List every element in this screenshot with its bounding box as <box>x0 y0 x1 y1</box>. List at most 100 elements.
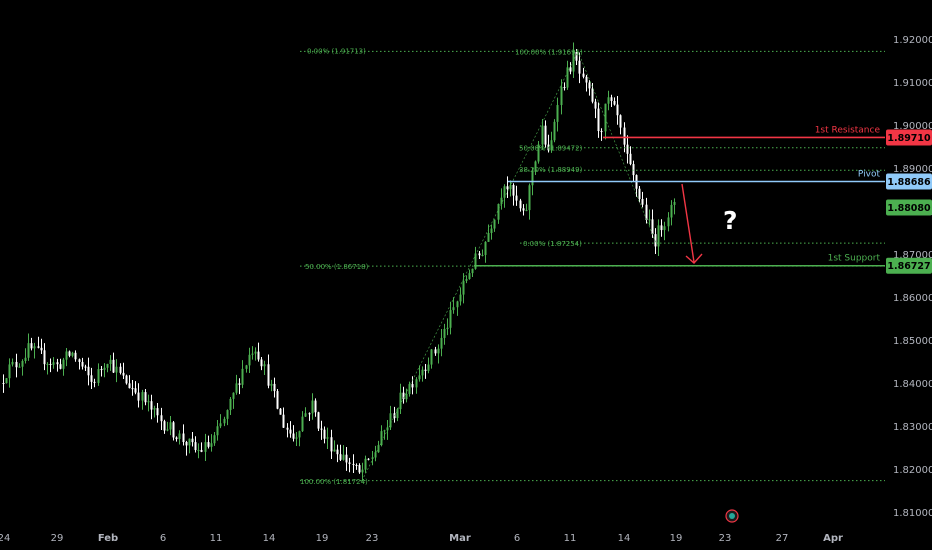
candle-body <box>465 279 468 281</box>
y-tick-label: 1.86000 <box>893 293 932 304</box>
y-tick-label: 1.91000 <box>893 78 932 89</box>
candle-body <box>456 301 459 308</box>
arrow-head <box>685 253 703 264</box>
x-tick-label: 6 <box>160 533 166 544</box>
candle-body <box>232 392 235 399</box>
candle-body <box>632 164 635 176</box>
candle-body <box>200 449 203 452</box>
candle-body <box>131 388 134 390</box>
candle-body <box>59 364 62 369</box>
candle-body <box>484 241 487 255</box>
candle-body <box>641 199 644 205</box>
x-tick-label: Apr <box>823 533 843 544</box>
candle-body <box>27 343 30 358</box>
level-label: 1st Resistance <box>815 125 881 135</box>
candle-body <box>493 219 496 229</box>
x-tick-label: Mar <box>449 533 471 544</box>
x-tick-label: 23 <box>366 533 379 544</box>
candle-body <box>8 364 11 379</box>
candle-body <box>481 254 484 256</box>
y-tick-label: 1.85000 <box>893 336 932 347</box>
candle-body <box>103 367 106 370</box>
candle-body <box>352 463 355 466</box>
candle-body <box>33 346 36 349</box>
candle-body <box>18 366 21 368</box>
fib-label: 50.00% (1.89472) <box>519 145 583 153</box>
candle-body <box>361 469 364 473</box>
candle-body <box>424 369 427 371</box>
candle-body <box>386 427 389 431</box>
candle-body <box>273 383 276 392</box>
candle-body <box>355 465 358 467</box>
candle-body <box>616 104 619 116</box>
candle-body <box>468 273 471 280</box>
candle-body <box>141 392 144 401</box>
candle-body <box>15 361 18 368</box>
candle-body <box>471 268 474 274</box>
candle-body <box>651 219 654 235</box>
candle-body <box>270 383 273 386</box>
x-tick-label: Feb <box>98 533 118 544</box>
candle-body <box>348 462 351 464</box>
candle-body <box>487 232 490 242</box>
candle-body <box>600 131 603 133</box>
candle-body <box>100 369 103 371</box>
candle-body <box>336 449 339 455</box>
candle-body <box>326 437 329 439</box>
candle-body <box>389 413 392 428</box>
candle-body <box>657 225 660 247</box>
candle-body <box>509 185 512 190</box>
x-tick-label: 14 <box>263 533 276 544</box>
candle-body <box>402 392 405 400</box>
candle-body <box>185 441 188 446</box>
candle-body <box>46 363 49 365</box>
candle-body <box>569 67 572 72</box>
candle-body <box>434 349 437 354</box>
candle-body <box>2 383 5 384</box>
candle-body <box>166 429 169 431</box>
candle-body <box>213 435 216 444</box>
candle-body <box>128 383 131 389</box>
candle-body <box>380 431 383 446</box>
fib-label: 0.00% (1.91713) <box>307 47 366 55</box>
candle-body <box>506 186 509 190</box>
candle-body <box>119 366 122 373</box>
candle-body <box>440 337 443 349</box>
candle-body <box>150 401 153 410</box>
level-label: Pivot <box>858 170 881 180</box>
candle-body <box>65 351 68 360</box>
candle-body <box>591 88 594 102</box>
candle-body <box>323 429 326 439</box>
candle-body <box>317 412 320 429</box>
candle-body <box>216 426 219 436</box>
candle-body <box>544 125 547 145</box>
candle-body <box>339 454 342 460</box>
price-badge-label: 1.88080 <box>887 203 931 214</box>
candle-body <box>37 346 40 348</box>
candle-body <box>87 366 90 376</box>
candle-body <box>197 449 200 451</box>
candle-body <box>497 203 500 220</box>
candle-body <box>21 360 24 367</box>
candle-body <box>623 127 626 145</box>
candle-body <box>528 185 531 211</box>
candle-body <box>245 365 248 369</box>
candle-body <box>673 202 676 205</box>
candle-body <box>515 195 518 201</box>
y-tick-label: 1.83000 <box>893 422 932 433</box>
price-badge <box>886 199 932 216</box>
candle-body <box>172 422 175 438</box>
candle-body <box>257 351 260 360</box>
price-badge <box>886 129 932 146</box>
candle-body <box>446 327 449 329</box>
candle-body <box>134 388 137 393</box>
x-tick-label: 24 <box>0 533 10 544</box>
candle-body <box>500 197 503 204</box>
candle-body <box>405 393 408 400</box>
candle-body <box>182 433 185 442</box>
event-icon[interactable] <box>725 509 739 523</box>
candle-body <box>371 457 374 459</box>
candle-body <box>582 73 585 77</box>
x-tick-label: 19 <box>316 533 329 544</box>
